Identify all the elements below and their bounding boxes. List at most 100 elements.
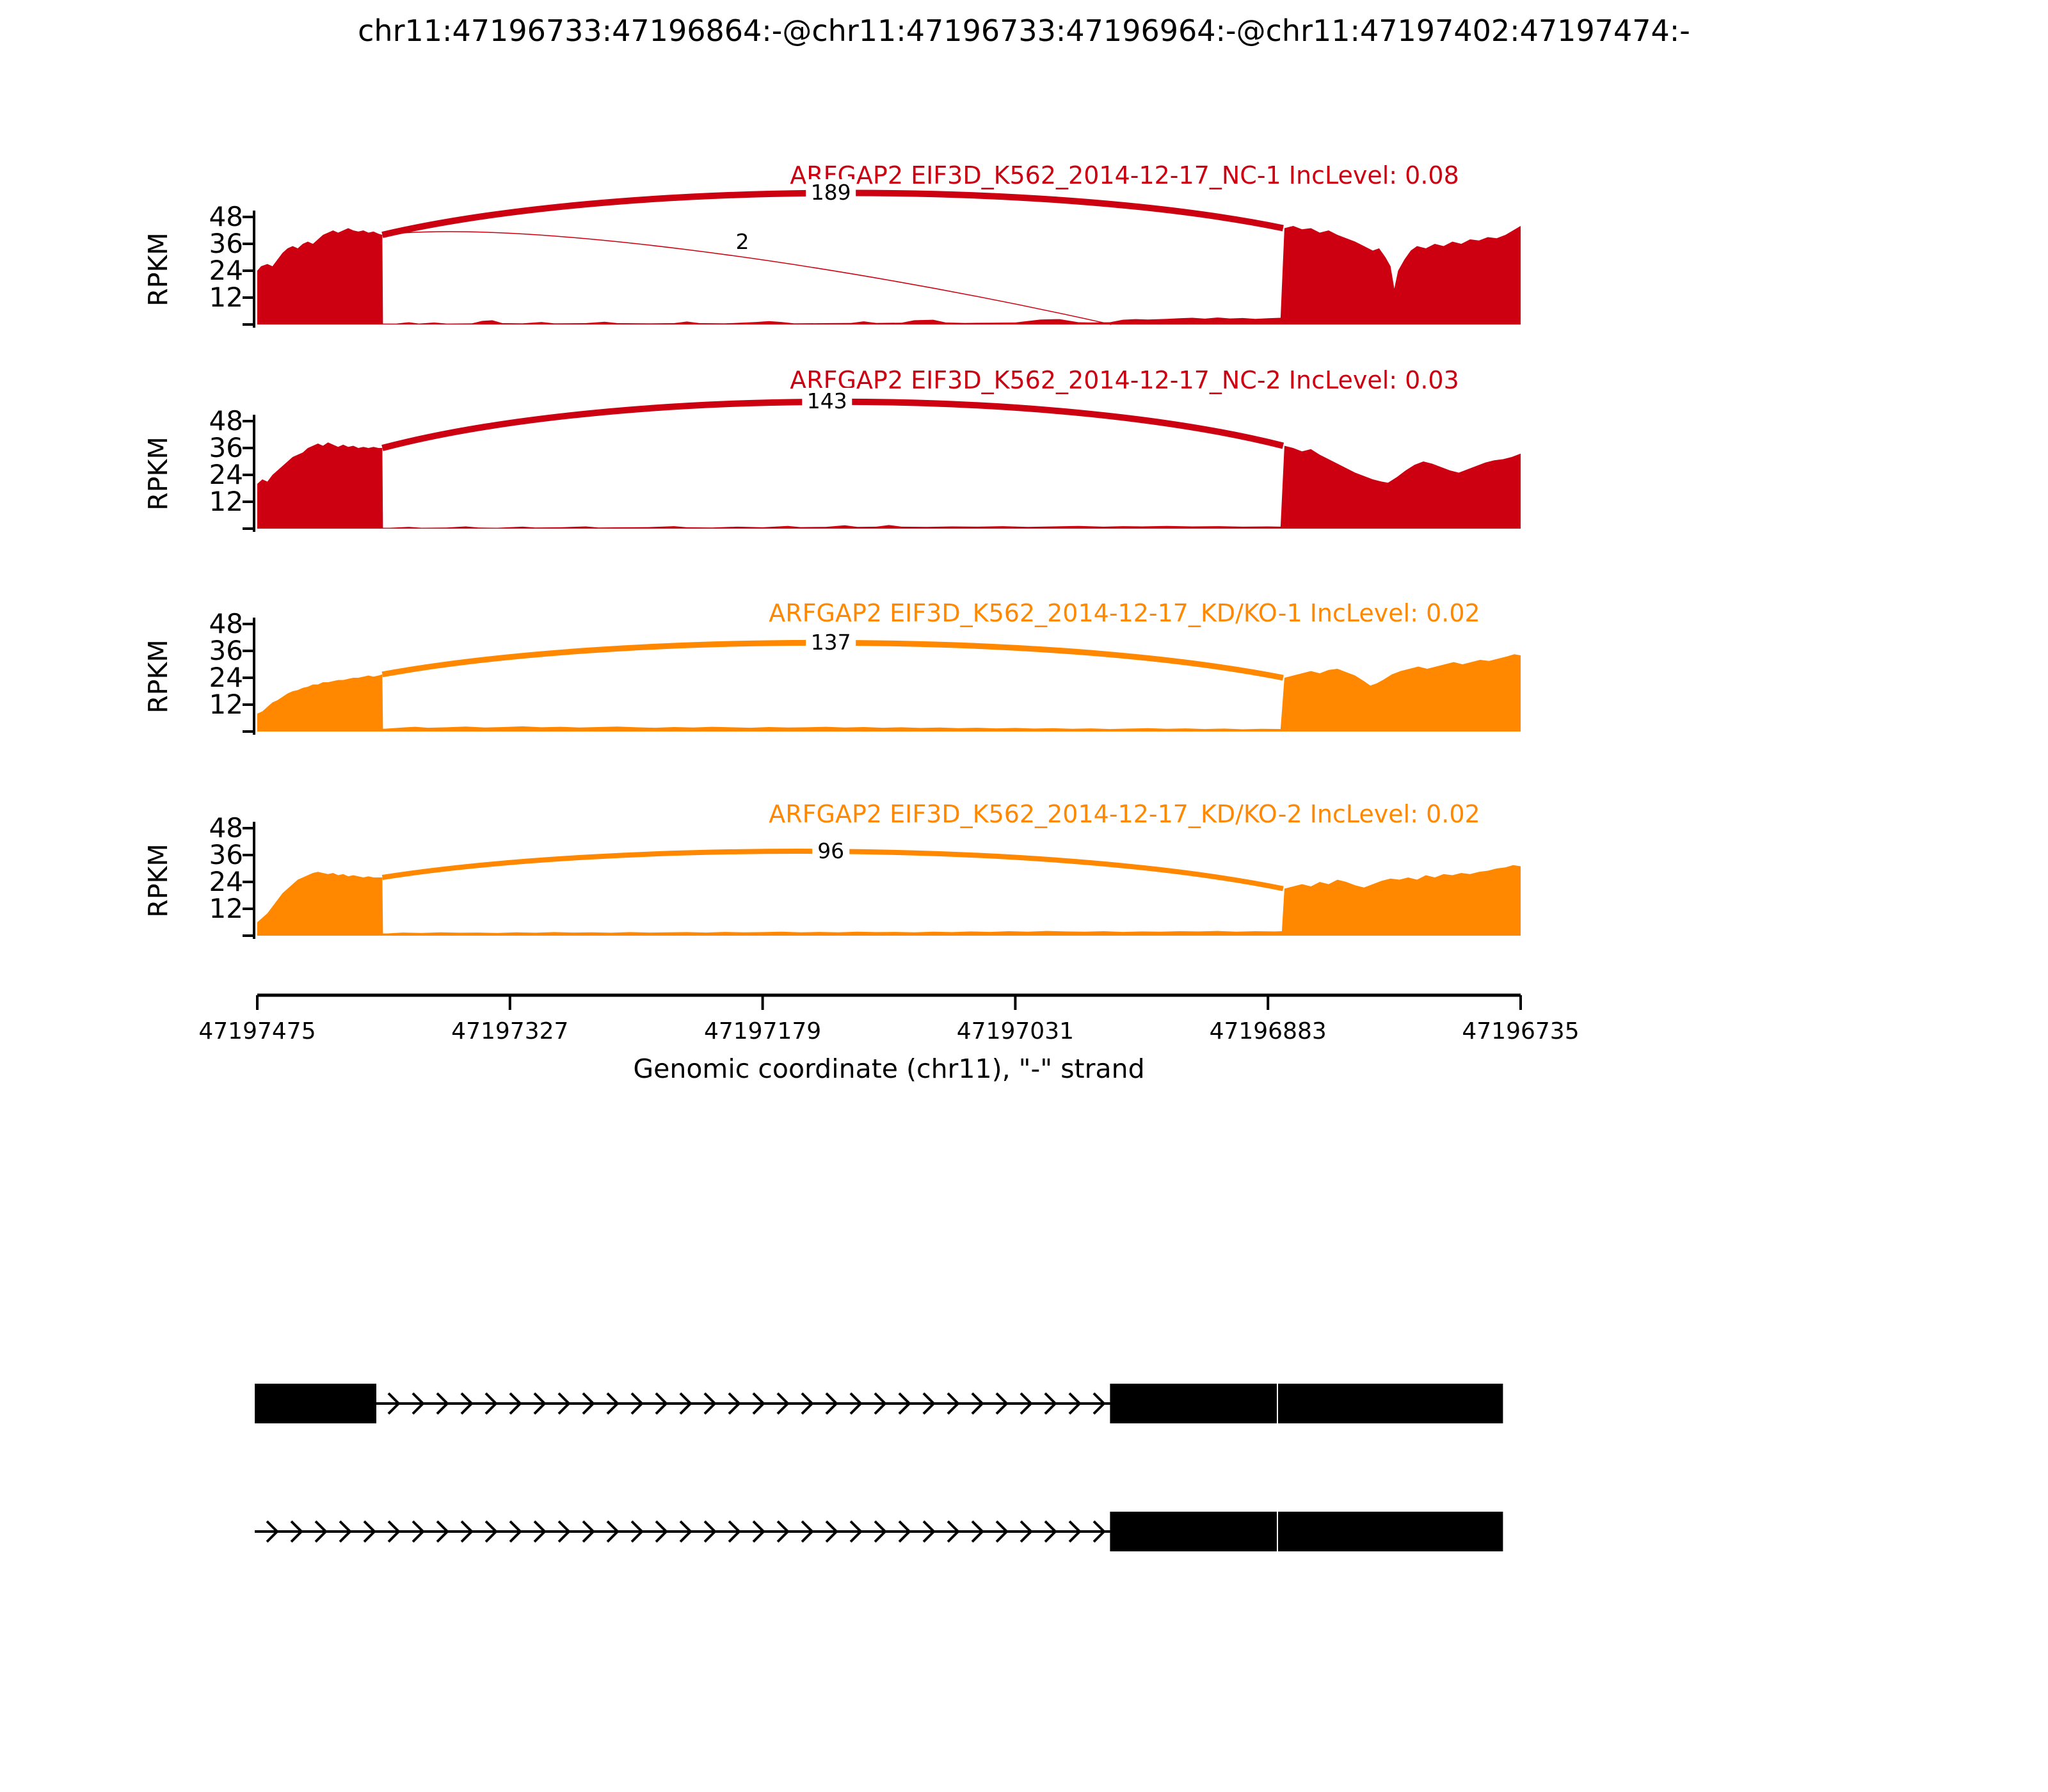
intron-direction-chevron bbox=[995, 1520, 1009, 1543]
intron-direction-chevron bbox=[630, 1392, 644, 1415]
intron-direction-chevron bbox=[484, 1520, 498, 1543]
intron-direction-chevron bbox=[849, 1392, 863, 1415]
intron-direction-chevron bbox=[533, 1392, 547, 1415]
intron-direction-chevron bbox=[728, 1392, 741, 1415]
intron-direction-chevron bbox=[679, 1520, 692, 1543]
y-tick-label: 24 bbox=[209, 459, 243, 490]
intron-direction-chevron bbox=[922, 1392, 936, 1415]
intron-direction-chevron bbox=[436, 1392, 449, 1415]
intron-direction-chevron bbox=[557, 1520, 571, 1543]
exon-box bbox=[255, 1384, 376, 1423]
intron-direction-chevron bbox=[776, 1392, 790, 1415]
intron-direction-chevron bbox=[509, 1520, 522, 1543]
exon-box bbox=[1110, 1384, 1277, 1423]
intron-direction-chevron bbox=[971, 1520, 984, 1543]
intron-direction-chevron bbox=[922, 1520, 936, 1543]
x-tick-label: 47197327 bbox=[451, 1018, 569, 1044]
intron-direction-chevron bbox=[460, 1392, 474, 1415]
junction-count-label: 143 bbox=[807, 388, 847, 413]
intron-direction-chevron bbox=[728, 1520, 741, 1543]
junction-count-label: 2 bbox=[736, 229, 749, 254]
junction-count-label: 189 bbox=[811, 180, 851, 205]
intron-direction-chevron bbox=[703, 1520, 717, 1543]
intron-direction-chevron bbox=[509, 1392, 522, 1415]
junction-count-bg bbox=[812, 838, 850, 863]
track-title-nc-2: ARFGAP2 EIF3D_K562_2014-12-17_NC-2 IncLe… bbox=[790, 366, 1459, 394]
page-title: chr11:47196733:47196864:-@chr11:47196733… bbox=[358, 13, 1690, 48]
track-title-kd-ko-1: ARFGAP2 EIF3D_K562_2014-12-17_KD/KO-1 In… bbox=[769, 599, 1480, 627]
intron-direction-chevron bbox=[801, 1392, 814, 1415]
intron-direction-chevron bbox=[655, 1392, 668, 1415]
y-tick-label: 24 bbox=[209, 255, 243, 286]
intron-direction-chevron bbox=[874, 1392, 887, 1415]
y-tick-label: 12 bbox=[209, 689, 243, 720]
y-tick-label: 48 bbox=[209, 405, 243, 436]
intron-direction-chevron bbox=[752, 1520, 765, 1543]
exon-box bbox=[1278, 1384, 1503, 1423]
track-title-kd-ko-2: ARFGAP2 EIF3D_K562_2014-12-17_KD/KO-2 In… bbox=[769, 800, 1480, 828]
intron-direction-chevron bbox=[995, 1392, 1009, 1415]
intron-direction-chevron bbox=[1044, 1520, 1057, 1543]
read-coverage-area bbox=[257, 654, 1521, 732]
coverage-track-plot: 143 bbox=[243, 388, 1521, 532]
y-tick-label: 24 bbox=[209, 866, 243, 897]
intron-direction-chevron bbox=[1092, 1520, 1106, 1543]
exon-box bbox=[1278, 1512, 1503, 1551]
x-tick-label: 47196883 bbox=[1209, 1018, 1327, 1044]
intron-direction-chevron bbox=[363, 1520, 376, 1543]
intron-direction-chevron bbox=[971, 1392, 984, 1415]
intron-direction-chevron bbox=[387, 1520, 401, 1543]
intron-direction-chevron bbox=[557, 1392, 571, 1415]
y-tick-label: 36 bbox=[209, 839, 243, 870]
y-tick-label: 36 bbox=[209, 635, 243, 666]
intron-direction-chevron bbox=[436, 1520, 449, 1543]
intron-direction-chevron bbox=[1068, 1520, 1082, 1543]
y-tick-label: 48 bbox=[209, 201, 243, 232]
x-axis-title: Genomic coordinate (chr11), "-" strand bbox=[633, 1053, 1145, 1084]
track-title-nc-1: ARFGAP2 EIF3D_K562_2014-12-17_NC-1 IncLe… bbox=[790, 161, 1459, 189]
intron-direction-chevron bbox=[339, 1520, 352, 1543]
intron-direction-chevron bbox=[1044, 1392, 1057, 1415]
intron-direction-chevron bbox=[776, 1520, 790, 1543]
intron-direction-chevron bbox=[655, 1520, 668, 1543]
y-tick-label: 36 bbox=[209, 432, 243, 463]
y-axis-label: RPKM bbox=[143, 436, 173, 511]
intron-direction-chevron bbox=[387, 1392, 401, 1415]
intron-direction-chevron bbox=[460, 1520, 474, 1543]
y-tick-label: 48 bbox=[209, 812, 243, 844]
y-tick-label: 12 bbox=[209, 282, 243, 313]
intron-direction-chevron bbox=[825, 1520, 838, 1543]
junction-arc bbox=[382, 231, 1112, 325]
intron-direction-chevron bbox=[1020, 1392, 1033, 1415]
y-tick-label: 12 bbox=[209, 893, 243, 924]
intron-direction-chevron bbox=[825, 1392, 838, 1415]
intron-direction-chevron bbox=[849, 1520, 863, 1543]
junction-count-bg bbox=[802, 388, 852, 413]
y-tick-label: 48 bbox=[209, 608, 243, 639]
intron-direction-chevron bbox=[801, 1520, 814, 1543]
intron-direction-chevron bbox=[630, 1520, 644, 1543]
y-axis-label: RPKM bbox=[143, 232, 173, 307]
intron-direction-chevron bbox=[898, 1520, 911, 1543]
x-tick-label: 47196735 bbox=[1462, 1018, 1580, 1044]
intron-direction-chevron bbox=[1020, 1520, 1033, 1543]
intron-direction-chevron bbox=[314, 1520, 328, 1543]
intron-direction-chevron bbox=[412, 1520, 425, 1543]
gene-structure-diagram bbox=[255, 1384, 1503, 1551]
junction-count-bg bbox=[806, 629, 856, 655]
coverage-track-plot: 137 bbox=[243, 618, 1521, 735]
y-axis-label: RPKM bbox=[143, 844, 173, 918]
intron-direction-chevron bbox=[266, 1520, 279, 1543]
intron-direction-chevron bbox=[1068, 1392, 1082, 1415]
junction-count-label: 137 bbox=[811, 630, 851, 655]
junction-count-bg bbox=[730, 228, 755, 254]
intron-direction-chevron bbox=[874, 1520, 887, 1543]
y-tick-label: 24 bbox=[209, 662, 243, 693]
intron-direction-chevron bbox=[947, 1392, 960, 1415]
exon-box bbox=[1110, 1512, 1277, 1551]
intron-direction-chevron bbox=[484, 1392, 498, 1415]
intron-direction-chevron bbox=[703, 1392, 717, 1415]
coverage-track-plot: 96 bbox=[243, 822, 1521, 939]
